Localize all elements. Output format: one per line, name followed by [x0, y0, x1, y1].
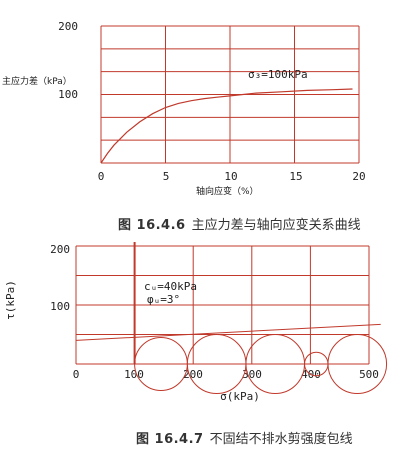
chart1-xtick-0: 0	[98, 170, 105, 183]
chart-strength-envelope: 200 100 0 100 200 300 400 500 τ(kPa) σ(k…	[4, 242, 388, 403]
figure-caption-2-text: 不固结不排水剪强度包线	[209, 432, 353, 447]
chart2-xtick-500: 500	[359, 368, 379, 381]
figure-caption-2-number: 图 16.4.7	[136, 432, 204, 447]
chart1-ytick-100: 100	[58, 88, 78, 101]
chart2-mohr-circle-5	[327, 334, 388, 394]
chart2-xtick-0: 0	[73, 368, 80, 381]
chart1-xlabel: 轴向应变（%）	[196, 185, 259, 197]
chart1-xtick-15: 15	[289, 170, 302, 183]
chart-stress-strain: 200 100 0 5 10 15 20 主应力差（kPa） 轴向应变（%） σ…	[2, 20, 366, 197]
chart2-annotation-phiu: φᵤ=3°	[147, 293, 180, 306]
chart1-series-line	[100, 88, 353, 164]
chart1-grid	[100, 25, 360, 164]
chart2-envelope-line	[75, 323, 381, 341]
figure-caption-1: 图 16.4.6 主应力差与轴向应变关系曲线	[118, 214, 361, 233]
chart2-xtick-100: 100	[124, 368, 144, 381]
chart1-xtick-5: 5	[163, 170, 170, 183]
chart2-grid	[75, 242, 370, 365]
chart1-xtick-10: 10	[224, 170, 237, 183]
chart2-xtick-200: 200	[183, 368, 203, 381]
chart1-ytick-200: 200	[58, 20, 78, 33]
figure-caption-2: 图 16.4.7 不固结不排水剪强度包线	[136, 428, 353, 447]
chart1-xtick-20: 20	[352, 170, 365, 183]
figure-caption-1-number: 图 16.4.6	[118, 218, 186, 233]
chart2-ytick-100: 100	[50, 300, 70, 313]
chart2-ytick-200: 200	[50, 243, 70, 256]
chart2-annotation-cu: cᵤ=40kPa	[144, 280, 197, 293]
chart2-ylabel: τ(kPa)	[4, 280, 17, 320]
chart2-mohr-circles	[134, 334, 388, 394]
figure-caption-1-text: 主应力差与轴向应变关系曲线	[191, 218, 361, 233]
chart1-annotation: σ₃=100kPa	[248, 68, 308, 81]
chart1-ylabel: 主应力差（kPa）	[2, 75, 72, 87]
chart2-xlabel: σ(kPa)	[220, 390, 260, 403]
